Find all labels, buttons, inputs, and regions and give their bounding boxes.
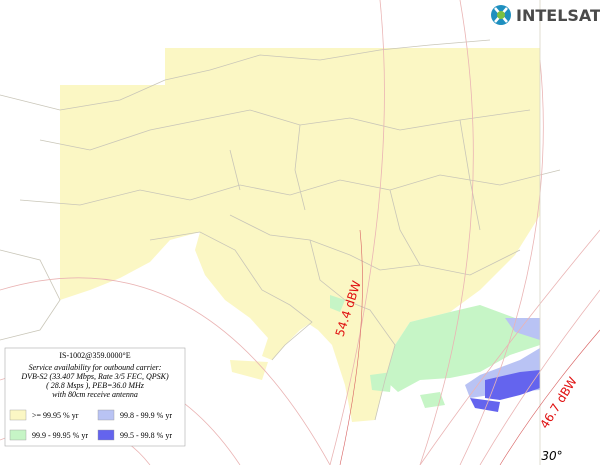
legend-description: with 80cm receive antenna: [52, 390, 138, 399]
coverage-mid: [385, 305, 540, 392]
borders: [0, 39, 561, 421]
legend-description: DVB-S2 (33.407 Mbps, Rate 3/5 FEC, QPSK): [20, 372, 169, 381]
coverage-high: [195, 232, 312, 360]
longitude-label: 30°: [541, 449, 562, 463]
coverage-high: [60, 48, 540, 422]
legend-title: IS-1002@359.0000°E: [59, 351, 130, 360]
legend-description: Service availability for outbound carrie…: [29, 363, 162, 372]
contour-label: 46.7 dBW: [537, 375, 580, 432]
logo-text: INTELSAT: [516, 6, 600, 25]
legend-label: >= 99.95 % yr: [32, 411, 79, 420]
legend-swatch: [97, 409, 115, 421]
coverage-lowest: [470, 370, 540, 412]
logo: INTELSAT: [491, 5, 600, 25]
legend-label: 99.8 - 99.9 % yr: [120, 411, 172, 420]
legend-label: 99.9 - 99.95 % yr: [32, 431, 88, 440]
legend-swatch: [9, 409, 27, 421]
legend-swatch: [9, 429, 27, 441]
legend-label: 99.5 - 99.8 % yr: [120, 431, 172, 440]
coverage: [60, 48, 540, 422]
legend-swatch: [97, 429, 115, 441]
coverage-high: [230, 360, 268, 380]
legend-description: ( 28.8 Msps ), PEB=36.0 MHz: [46, 381, 145, 390]
coverage-mid: [330, 295, 445, 408]
legend: IS-1002@359.0000°E Service availability …: [4, 347, 186, 447]
